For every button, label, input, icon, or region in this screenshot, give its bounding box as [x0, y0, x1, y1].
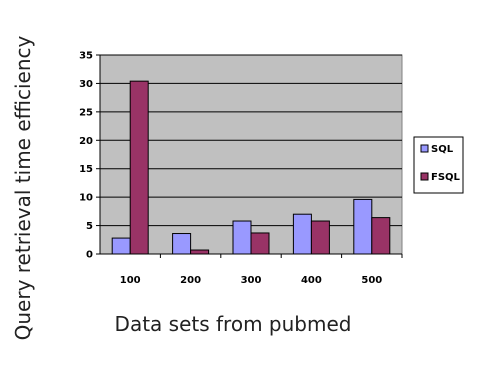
bars — [111, 80, 391, 255]
bar-fsql-500 — [371, 217, 391, 255]
y-tick-label: 25 — [79, 107, 93, 118]
y-tick-label: 20 — [79, 136, 93, 147]
bar-sql-200 — [172, 233, 192, 255]
bar-sql-100 — [111, 237, 131, 255]
bar-fsql-100 — [129, 80, 149, 255]
bar-fsql-300 — [250, 232, 270, 255]
bar-fsql-400 — [310, 220, 330, 255]
x-tick-label: 500 — [361, 275, 382, 286]
bar-sql-500 — [353, 198, 373, 255]
legend-label-fsql: FSQL — [431, 172, 461, 183]
x-tick-label: 300 — [241, 275, 262, 286]
y-axis-title: Query retrieval time efficiency — [11, 35, 35, 340]
y-axis-ticks: 0 5 10 15 20 25 30 35 — [79, 51, 100, 261]
legend: SQL FSQL — [413, 136, 464, 194]
y-tick-label: 0 — [86, 250, 93, 261]
gridlines — [100, 54, 402, 227]
bar-fsql-200 — [190, 249, 210, 255]
x-axis-ticks: 100 200 300 400 500 — [120, 254, 403, 286]
bar-sql-400 — [292, 213, 312, 255]
y-tick-label: 10 — [79, 193, 93, 204]
legend-swatch-fsql — [420, 172, 429, 181]
x-tick-label: 200 — [180, 275, 201, 286]
x-tick-label: 400 — [301, 275, 322, 286]
bar-sql-300 — [232, 220, 252, 255]
y-tick-label: 5 — [86, 221, 93, 232]
y-tick-label: 15 — [79, 164, 93, 175]
x-tick-label: 100 — [120, 275, 141, 286]
legend-label-sql: SQL — [431, 144, 454, 155]
x-axis-title: Data sets from pubmed — [115, 312, 352, 336]
legend-swatch-sql — [420, 144, 429, 153]
y-tick-label: 30 — [79, 79, 93, 90]
y-tick-label: 35 — [79, 51, 93, 62]
